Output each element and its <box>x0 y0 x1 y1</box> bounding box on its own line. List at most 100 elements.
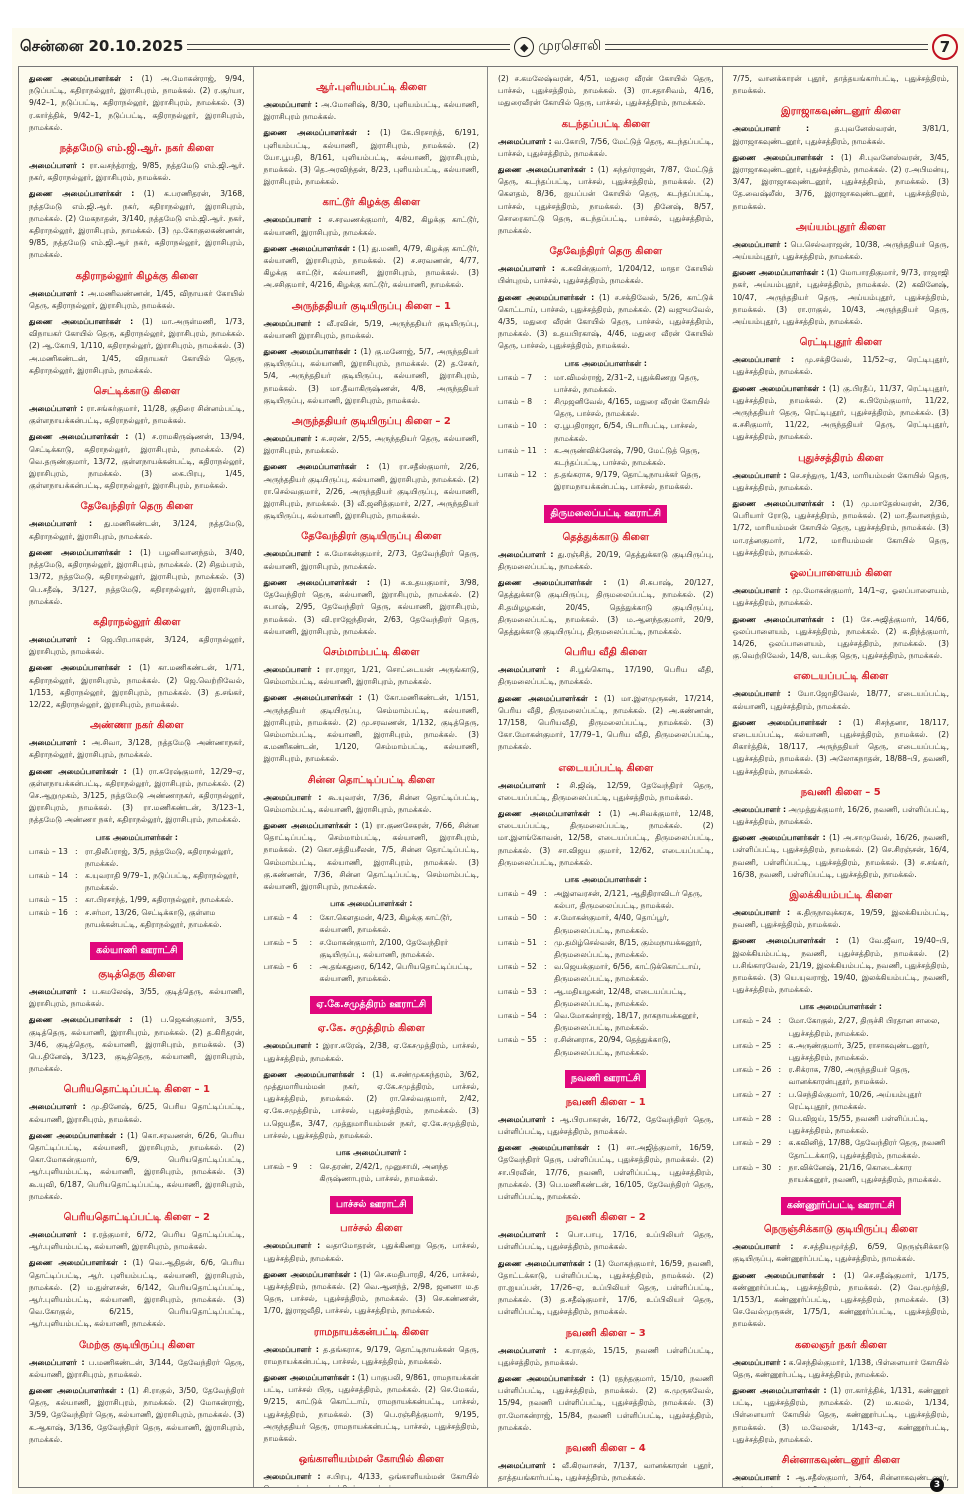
member-details: ச.பிரபு, 4/133, ஒங்காளியம்மன் கோயில் தெர… <box>264 1472 479 1487</box>
booth-number: பாகம் – 13 <box>29 846 68 856</box>
booth-row: பாகம் – 5: ச.மோகன்குமார், 2/100, தேவேந்தி… <box>264 937 480 961</box>
member-details: (1) ரதந்தகுமார், 15/10, நவணி பள்ளிப்பட்ட… <box>498 1374 714 1432</box>
booth-organiser: மா.விமல்ராஜ், 2/31–2, புதுக்கிணறு தெரு, … <box>554 372 700 394</box>
booth-organiser: செ.தரண், 2/42/1, முனுசாமி, அனந்த கிருஷ்ண… <box>319 1162 449 1184</box>
role-label: அமைப்பாளர் : <box>498 1230 559 1240</box>
booth-organisers-heading: பாக அமைப்பாளர்கள் : <box>564 358 647 368</box>
member-listing: அமைப்பாளர் : மு.தினேஷ், 6/25, பெரிய தொட்… <box>29 1101 245 1125</box>
branch-heading: சின்னாகவுண்டனூர் கிளை <box>781 1455 900 1467</box>
member-details: (1) அ.மோகன்ராஜ், 9/94, நடுப்பட்டி, கதிரா… <box>29 74 245 132</box>
role-label: துணை அமைப்பாளர்கள் : <box>263 1069 365 1079</box>
role-label: துணை அமைப்பாளர்கள் : <box>498 808 602 818</box>
member-details: (1) மோகந்குமார், 16/59, நவணி, தோட்டக்காட… <box>498 1258 714 1317</box>
role-label: அமைப்பாளர் : <box>732 1357 787 1367</box>
branch-heading: எடையப்பட்டி கிளை <box>558 762 654 774</box>
panchayat-banner: கண்ணூர்ப்பட்டி ஊராட்சி <box>733 1193 950 1216</box>
member-listing: அமைப்பாளர் : ரா.சங்கர்குமார், 11/28, குத… <box>29 403 245 427</box>
booth-number: பாகம் – 16 <box>29 907 68 917</box>
member-details: (1) சி.புவனேஸ்வரன், 3/45, இராஜாகவுண்டனூர… <box>732 152 950 211</box>
separator: : <box>778 1162 782 1172</box>
member-details: க.செந்தில்குமார், 1/138, பிள்ளையார் கோயி… <box>732 1357 950 1379</box>
role-label: துணை அமைப்பாளர்கள் : <box>29 547 132 557</box>
role-label: அமைப்பாளர் : <box>263 664 320 674</box>
role-label: துணை அமைப்பாளர்கள் : <box>732 268 825 278</box>
booth-number: பாகம் – 50 <box>498 913 537 923</box>
booth-number: பாகம் – 53 <box>498 986 537 996</box>
separator: : <box>544 397 547 407</box>
booth-organiser: நா.விக்னேஷ், 21/16, கொடைக்கார நாயக்கனூர்… <box>788 1162 942 1185</box>
member-details: மு.தினேஷ், 6/25, பெரிய தொட்டிப்பட்டி, கல… <box>29 1102 245 1124</box>
booth-organisers-heading: பாக அமைப்பாளர்கள் : <box>799 1002 882 1012</box>
booth-row: பாகம் – 12: த.தங்கராசு, 9/179, தொட்டிநாயக… <box>498 469 714 493</box>
member-details: (1) அ.சிவக்குமார், 12/48, எடையப்பட்டி, த… <box>498 808 714 867</box>
branch-heading: ஆர்.புளியம்பட்டி கிளை <box>316 82 427 93</box>
member-listing: அமைப்பாளர் : வ.கோபி, 7/56, மேட்டுத் தெரு… <box>498 136 714 160</box>
member-details: (1) மா.இளமுருகன், 17/214, பெரிய வீதி, தி… <box>498 693 714 752</box>
separator: : <box>778 1065 782 1075</box>
booth-number: பாகம் – 25 <box>732 1040 772 1050</box>
member-listing: துணை அமைப்பாளர்கள் : (1) அ.சிவக்குமார், … <box>498 808 714 869</box>
member-listing: அமைப்பாளர் : ஆ.சதீஸ்குமார், 3/64, சின்னா… <box>733 1472 950 1487</box>
member-details: (1) க.சண்முகசுந்தரம், 3/62, முத்துமாரியம… <box>263 1069 480 1140</box>
member-listing: துணை அமைப்பாளர்கள் : (1) ரதந்தகுமார், 15… <box>498 1373 714 1434</box>
member-details: அ.சிவா, 3/128, நத்தமேடு அண்ணாநகர், கதிரா… <box>29 738 245 760</box>
booth-row: பாகம் – 24: மோ.கோகுல், 2/27, திருச்சி பிர… <box>733 1015 950 1039</box>
role-label: அமைப்பாளர் : <box>498 665 560 675</box>
booth-organiser: ஆ.மதியழகன், 12/48, எடையப்பட்டி, திருமலைப… <box>554 986 687 1008</box>
booth-organiser: க.அருண்குமார், 3/25, ராசாகவுண்டனூர், புத… <box>788 1040 930 1062</box>
booth-row: பாகம் – 49: அஇளவரசன், 2/121, ஆதிதிராவிடர்… <box>498 888 714 912</box>
booth-number: பாகம் – 30 <box>732 1162 772 1172</box>
role-label: அமைப்பாளர் : <box>263 434 318 444</box>
member-listing: துணை அமைப்பாளர்கள் : (1) அ.சாமுவேல், 16/… <box>733 832 950 881</box>
booth-number: பாகம் – 55 <box>498 1035 537 1045</box>
branch-heading: அய்யம்புதூர் கிளை <box>795 221 886 233</box>
member-details: (1) ரா.சுரேஷ்குமார், 12/29–ஏ, குள்ளநாயக்… <box>29 766 245 825</box>
booth-organiser: ச.மோகன்குமார், 4/40, தொப்பூர், திருமலைப்… <box>554 913 670 935</box>
member-details: ரா.சங்கர்குமார், 11/28, குதிரை சின்னம்பட… <box>29 404 245 426</box>
branch-heading: பாச்சல் கிளை <box>340 1223 403 1235</box>
branch-heading: பெரிய வீதி கிளை <box>564 647 647 659</box>
member-listing: துணை அமைப்பாளர்கள் : (1) மோபாரதிகுமார், … <box>733 267 950 328</box>
member-listing: அமைப்பாளர் : ஆ.பிரபாகரன், 16/72, தேவேந்த… <box>498 1114 714 1138</box>
member-details: (1) கு.மனோஜ், 5/7, அருந்ததியர் குடியிருப… <box>263 347 480 405</box>
booth-row: பாகம் – 26: ர.சிக்ராசு, 7/80, அருந்ததியர்… <box>733 1064 950 1088</box>
member-details: பெ.செல்வராஜன், 10/38, அருந்ததியர் தெரு, … <box>732 239 950 262</box>
member-listing: துணை அமைப்பாளர்கள் : (1) ரா.சதீஸ்குமார்,… <box>264 461 480 522</box>
member-listing: துணை அமைப்பாளர்கள் : (1) ச.ராமகிருஷ்ணன்,… <box>29 431 245 492</box>
member-listing: துணை அமைப்பாளர்கள் : (1) சி.ராகுல், 3/50… <box>29 1385 245 1446</box>
member-listing: அமைப்பாளர் : து.மணிகண்டன், 3/124, நத்தமே… <box>29 518 245 542</box>
member-details: (1) செ.சதீஷ்குமார், 1/175, கண்ணூர்ப்பட்ட… <box>732 1270 950 1329</box>
branch-heading: மேற்கு குடியிருப்பு கிளை <box>78 1339 195 1351</box>
member-details: வ.கோபி, 7/56, மேட்டுத் தெரு, கடந்தப்பட்ட… <box>498 136 714 158</box>
role-label: துணை அமைப்பாளர்கள் : <box>29 766 127 776</box>
member-listing: துணை அமைப்பாளர்கள் : (1) வே.ஜீவா, 19/40–… <box>733 935 950 996</box>
member-listing: அமைப்பாளர் : ரா.ராஜா, 1/21, சொட்டையன் அர… <box>264 664 480 688</box>
separator: : <box>544 445 547 455</box>
role-label: அமைப்பாளர் : <box>29 519 93 529</box>
member-details: யோ.ஜோதிவேல், 18/77, எடையப்பட்டி, கல்யாணி… <box>732 689 950 711</box>
member-details: ர.ரத்குமார், 6/72, பெரிய தொட்டிப்பட்டி, … <box>29 1230 245 1252</box>
member-listing: அமைப்பாளர் : ரா.வசந்த்ராஜ், 9/85, நத்தமே… <box>29 160 245 184</box>
separator: : <box>544 1035 547 1045</box>
member-listing: அமைப்பாளர் : இரா.சுரேஷ், 2/38, ஏ.கேசமுத்… <box>264 1040 480 1064</box>
member-listing: துணை அமைப்பாளர்கள் : (1) ரா.குணசேகரன், 7… <box>264 820 480 893</box>
member-listing: துணை அமைப்பாளர்கள் : (1) சே.அஜித்குமார்,… <box>733 614 950 663</box>
booth-organiser: பெ.விஜய், 15/55, நவணி பள்ளிப்பட்டி, புது… <box>788 1114 929 1136</box>
member-details: அமுத்துக்குமார், 16/26, நவணி, பள்ளிப்பட்… <box>732 804 950 826</box>
booth-organiser: ரா.திலீப்ராஜ், 3/5, நத்தமேடு, கதிராநல்லூ… <box>85 846 234 868</box>
member-details: அ.மணிவண்ணன், 1/45, விநாயகர் கோயில் தெரு,… <box>29 288 245 310</box>
member-details: (1) ரா.சதீஸ்குமார், 2/26, அருந்ததியர் கு… <box>263 462 480 521</box>
role-label: துணை அமைப்பாளர்கள் : <box>263 128 370 138</box>
member-listing: துணை அமைப்பாளர்கள் : (1) ரா.சுரேஷ்குமார்… <box>29 766 245 827</box>
branch-heading: தெத்துக்காடு கிளை <box>562 531 650 543</box>
separator: : <box>778 1114 782 1123</box>
member-listing: துணை அமைப்பாளர்கள் : (1) கோ.மணிகண்டன், 1… <box>264 692 480 765</box>
member-listing: அமைப்பாளர் : சு.மோகன்குமார், 2/73, தேவேந… <box>264 548 480 572</box>
role-label: துணை அமைப்பாளர்கள் : <box>732 1386 827 1396</box>
separator: : <box>778 1016 782 1026</box>
member-listing: துணை அமைப்பாளர்கள் : (1) சி.சுபாஷ், 20/1… <box>498 577 714 638</box>
member-listing: துணை அமைப்பாளர்கள் : (1) கு.மனோஜ், 5/7, … <box>264 346 480 407</box>
member-details: (1) வெ.ஆதிதன், 6/6, பெரிய தொட்டிப்பட்டி,… <box>29 1258 245 1329</box>
member-details: க.ராகுல், 15/15, நவணி பள்ளிப்பட்டி, புது… <box>498 1345 714 1367</box>
member-details: வதாமோதரன், புதுக்கிணறு தெரு, பாச்சல், பு… <box>263 1241 480 1263</box>
